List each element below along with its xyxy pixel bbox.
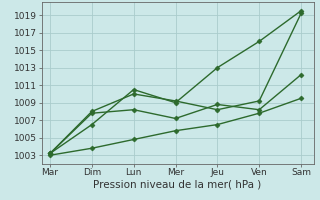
X-axis label: Pression niveau de la mer( hPa ): Pression niveau de la mer( hPa ) bbox=[93, 180, 262, 190]
